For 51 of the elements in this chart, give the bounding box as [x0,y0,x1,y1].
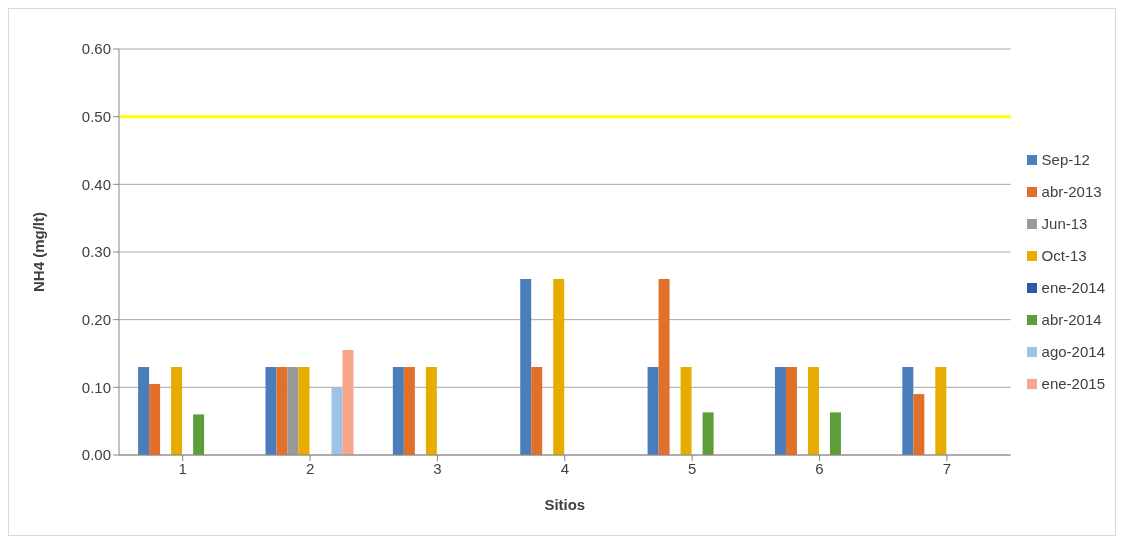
bar [913,394,925,455]
bar [935,367,947,455]
legend-label: ene-2014 [1041,278,1105,298]
x-tick-label: 7 [942,459,952,477]
bar [425,367,437,455]
bar [785,367,797,455]
bar [647,367,659,455]
bar [680,367,692,455]
legend-label: ene-2015 [1041,374,1105,394]
legend-label: abr-2014 [1041,310,1102,330]
bar [149,383,161,455]
y-tick-label: 0.00 [81,446,111,464]
bar [392,367,404,455]
legend-label: Jun-13 [1041,214,1088,234]
bar [265,367,277,455]
x-tick-label: 6 [815,459,824,477]
y-axis-title: NH4 (mg/lt) [30,212,48,292]
bar [658,279,670,455]
bar [807,367,819,455]
y-tick-label: 0.60 [81,40,111,58]
bar [702,412,714,455]
y-tick-label: 0.10 [81,378,111,396]
bar [298,367,310,455]
bar [902,367,914,455]
bar [520,279,532,455]
x-tick-label: 2 [305,459,315,477]
bar [342,350,354,455]
bar [331,387,343,455]
y-tick-label: 0.50 [81,107,111,125]
legend-label: abr-2013 [1041,182,1102,202]
x-axis-title: Sitios [544,496,586,513]
bar [403,367,415,455]
bar [553,279,565,455]
legend-label: Sep-12 [1041,150,1090,170]
bar [138,367,150,455]
x-tick-label: 1 [178,459,187,477]
y-tick-label: 0.40 [81,175,111,193]
bar [829,412,841,455]
bar [287,367,299,455]
legend-label: ago-2014 [1041,342,1105,362]
y-tick-label: 0.30 [81,243,111,261]
bar [171,367,183,455]
x-tick-label: 4 [560,459,569,477]
legend-label: Oct-13 [1041,246,1087,266]
x-tick-label: 5 [688,459,697,477]
y-tick-label: 0.20 [81,310,111,328]
bar [193,414,205,455]
x-tick-label: 3 [433,459,442,477]
bar [276,367,288,455]
bar [774,367,786,455]
bar [531,367,543,455]
